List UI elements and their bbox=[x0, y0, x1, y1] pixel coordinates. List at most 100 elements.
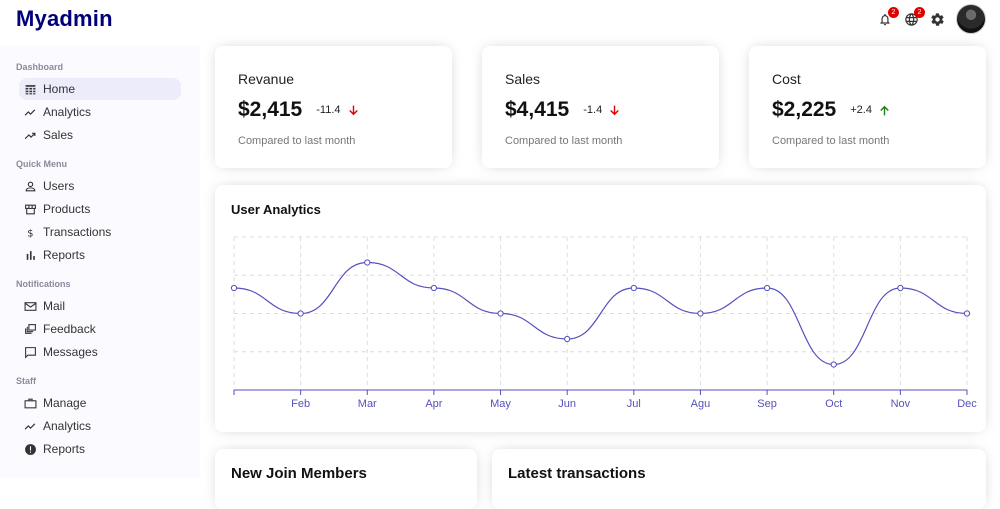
bell-icon bbox=[880, 13, 890, 25]
work-icon bbox=[24, 398, 37, 408]
svg-text:$: $ bbox=[27, 228, 33, 239]
kpi-row: $4,415 -1.4 bbox=[505, 98, 621, 122]
sidebar-item-label: Feedback bbox=[43, 322, 96, 336]
series-line bbox=[233, 261, 968, 366]
sidebar-section-staff: Staff bbox=[16, 376, 36, 386]
sidebar-item-users[interactable]: Users bbox=[19, 175, 181, 197]
kpi-row: $2,415 -11.4 bbox=[238, 98, 360, 122]
dollar-icon: $ bbox=[27, 228, 33, 239]
sidebar-item-products[interactable]: Products bbox=[19, 198, 181, 220]
top-bar: Myadmin 2 2 bbox=[0, 0, 1000, 38]
kpi-rate: -1.4 bbox=[583, 104, 603, 116]
mail-icon bbox=[24, 301, 37, 311]
chat-bubble-icon bbox=[25, 346, 36, 359]
chart-title: User Analytics bbox=[231, 202, 321, 217]
sidebar-item-transactions[interactable]: $ Transactions bbox=[19, 221, 181, 243]
sidebar-section-dashboard: Dashboard bbox=[16, 62, 64, 72]
sidebar-item-analytics[interactable]: Analytics bbox=[19, 101, 181, 123]
x-tick-label: Feb bbox=[291, 398, 310, 410]
sidebar-item-label: Products bbox=[43, 202, 91, 216]
avatar[interactable] bbox=[956, 4, 986, 34]
kpi-card-cost: Cost $2,225 +2.4 Compared to last month bbox=[749, 46, 986, 168]
kpi-value: $4,415 bbox=[505, 98, 570, 121]
sidebar-item-label: Users bbox=[43, 179, 75, 193]
data-point bbox=[230, 284, 238, 292]
sidebar-item-label: Analytics bbox=[43, 419, 92, 433]
sidebar-item-sales[interactable]: Sales bbox=[19, 124, 181, 146]
sidebar-item-label: Reports bbox=[43, 442, 86, 456]
sidebar: Dashboard Home Analytics Sales Quick Men… bbox=[0, 45, 200, 478]
data-point bbox=[763, 284, 771, 292]
x-tick-label: Agu bbox=[691, 398, 711, 410]
data-point bbox=[897, 284, 904, 292]
storefront-icon bbox=[25, 204, 36, 214]
data-point bbox=[364, 259, 371, 266]
bar-chart-icon bbox=[26, 250, 35, 260]
dynamic-feed-icon bbox=[25, 323, 36, 334]
sidebar-item-label: Sales bbox=[43, 128, 74, 142]
data-point bbox=[830, 361, 837, 368]
arrow-up-icon bbox=[880, 105, 889, 115]
sidebar-item-label: Manage bbox=[43, 396, 87, 410]
kpi-subtitle: Compared to last month bbox=[772, 135, 890, 147]
sidebar-item-label: Transactions bbox=[43, 225, 112, 239]
kpi-subtitle: Compared to last month bbox=[238, 135, 356, 147]
sidebar-item-label: Mail bbox=[43, 299, 66, 313]
sidebar-item-label: Messages bbox=[43, 345, 98, 359]
x-tick-label: Dec bbox=[957, 398, 977, 410]
x-tick-label: Oct bbox=[825, 398, 842, 410]
kpi-row: $2,225 +2.4 bbox=[772, 98, 891, 122]
sidebar-section-quick-menu: Quick Menu bbox=[16, 159, 68, 169]
trending-up-icon bbox=[24, 132, 36, 139]
sidebar-item-reports[interactable]: Reports bbox=[19, 244, 181, 266]
kpi-value: $2,415 bbox=[238, 98, 303, 121]
kpi-title: Revanue bbox=[238, 71, 295, 87]
notifications-button[interactable]: 2 bbox=[876, 7, 899, 28]
sidebar-item-feedback[interactable]: Feedback bbox=[19, 318, 181, 340]
data-point bbox=[297, 310, 304, 317]
timeline-icon bbox=[24, 108, 36, 116]
user-analytics-chart: Feb Mar Apr May Jun Jul Agu Sep Oct Nov Dec bbox=[230, 236, 977, 410]
kpi-value: $2,225 bbox=[772, 98, 837, 121]
sidebar-item-messages[interactable]: Messages bbox=[19, 341, 181, 363]
report-icon bbox=[25, 443, 36, 455]
settings-button[interactable] bbox=[928, 10, 946, 28]
new-members-card: New Join Members bbox=[215, 449, 477, 509]
arrow-down-icon bbox=[348, 105, 358, 115]
notifications-badge: 2 bbox=[888, 7, 899, 18]
data-point bbox=[963, 310, 971, 317]
data-point bbox=[630, 284, 637, 292]
sidebar-item-label: Analytics bbox=[43, 105, 92, 119]
data-point bbox=[497, 310, 504, 317]
language-button[interactable]: 2 bbox=[902, 7, 925, 28]
logo[interactable]: Myadmin bbox=[16, 6, 113, 31]
timeline-icon bbox=[24, 422, 36, 430]
kpi-title: Cost bbox=[772, 71, 801, 87]
sidebar-item-label: Home bbox=[43, 82, 76, 96]
latest-transactions-card: Latest transactions bbox=[492, 449, 986, 509]
sidebar-item-staff-analytics[interactable]: Analytics bbox=[19, 415, 181, 437]
kpi-rate: -11.4 bbox=[316, 104, 341, 116]
data-point bbox=[564, 335, 571, 343]
x-tick-label: Jul bbox=[627, 398, 641, 410]
data-point bbox=[430, 284, 438, 292]
user-icon bbox=[25, 181, 36, 191]
gear-icon bbox=[930, 12, 944, 26]
kpi-card-revenue: Revanue $2,415 -11.4 Compared to last mo… bbox=[215, 46, 452, 168]
kpi-title: Sales bbox=[505, 71, 541, 87]
sidebar-item-home[interactable]: Home bbox=[19, 78, 181, 100]
latest-transactions-title: Latest transactions bbox=[508, 465, 646, 482]
kpi-card-sales: Sales $4,415 -1.4 Compared to last month bbox=[482, 46, 719, 168]
sidebar-item-manage[interactable]: Manage bbox=[19, 392, 181, 414]
sidebar-item-mail[interactable]: Mail bbox=[19, 295, 181, 317]
sidebar-item-staff-reports[interactable]: Reports bbox=[19, 438, 181, 460]
sidebar-section-notifications: Notifications bbox=[16, 279, 71, 289]
data-point bbox=[697, 310, 704, 317]
x-tick-label: Jun bbox=[558, 398, 576, 410]
kpi-rate: +2.4 bbox=[850, 104, 872, 116]
x-tick-label: Nov bbox=[891, 398, 911, 410]
arrow-down-icon bbox=[610, 105, 619, 115]
user-analytics-card: User Analytics Feb Mar Apr May Jun Jul Agu Sep O… bbox=[215, 185, 986, 432]
x-tick-label: May bbox=[490, 398, 511, 410]
language-badge: 2 bbox=[914, 7, 925, 18]
